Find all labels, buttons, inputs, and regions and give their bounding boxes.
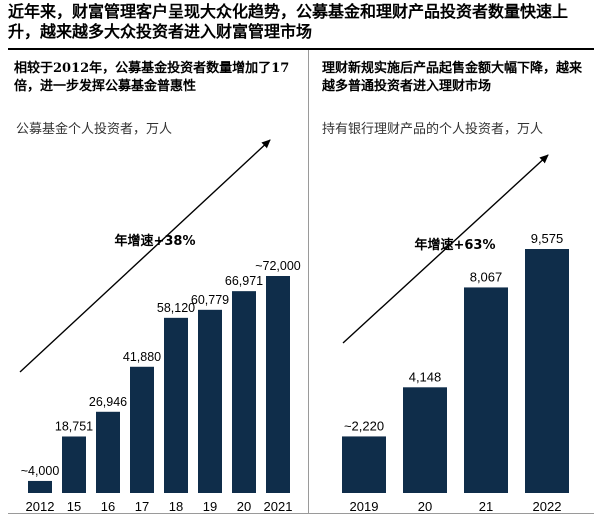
left-value-label-2012: ~4,000 [21, 464, 60, 478]
left-category-label-17: 17 [135, 499, 149, 514]
right-bar-20 [403, 387, 447, 493]
left-value-label-20: 66,971 [225, 274, 263, 288]
left-category-label-18: 18 [169, 499, 183, 514]
right-panel-unit-label: 持有银行理财产品的个人投资者，万人 [322, 122, 544, 137]
left-bar-2012 [28, 480, 52, 493]
right-category-label-21: 21 [479, 499, 493, 514]
left-bar-2021 [266, 276, 290, 493]
baseline-rule [8, 513, 594, 514]
left-growth-arrow [19, 139, 271, 373]
left-bar-16 [96, 411, 120, 493]
left-category-label-16: 16 [101, 499, 115, 514]
right-panel-title: 理财新规实施后产品起售金额大幅下降，越来越多普通投资者进入理财市场 [322, 61, 583, 94]
left-panel-title: 相较于2012年，公募基金投资者数量增加了17倍，进一步发挥公募基金普惠性 [14, 61, 290, 94]
right-category-label-20: 20 [418, 499, 432, 514]
left-bar-15 [62, 436, 86, 493]
panel-divider [308, 50, 309, 513]
right-category-label-2019: 2019 [350, 499, 379, 514]
left-value-label-18: 58,120 [157, 301, 195, 315]
page-headline: 近年来，财富管理客户呈现大众化趋势，公募基金和理财产品投资者数量快速上升，越来越… [8, 2, 569, 41]
left-panel-unit-label: 公募基金个人投资者，万人 [16, 122, 173, 137]
left-value-label-2021: ~72,000 [255, 259, 301, 273]
headline-divider [8, 48, 594, 50]
left-value-label-15: 18,751 [55, 419, 93, 433]
right-bar-21 [464, 287, 508, 493]
left-bar-17 [130, 366, 154, 493]
left-value-label-17: 41,880 [123, 350, 161, 364]
left-bar-20 [232, 291, 256, 493]
left-growth-annotation: 年增速+38% [114, 233, 195, 249]
right-value-label-2019: ~2,220 [344, 418, 384, 433]
left-bar-19 [198, 309, 222, 493]
right-bar-2019 [342, 436, 386, 493]
left-category-label-20: 20 [237, 499, 251, 514]
right-category-label-2022: 2022 [533, 499, 562, 514]
left-value-label-19: 60,779 [191, 293, 229, 307]
right-value-label-21: 8,067 [470, 269, 503, 284]
left-value-label-16: 26,946 [89, 395, 127, 409]
left-category-label-2012: 2012 [26, 499, 55, 514]
left-category-label-2021: 2021 [264, 499, 293, 514]
left-bar-18 [164, 317, 188, 493]
right-value-label-20: 4,148 [409, 369, 442, 384]
right-growth-arrow [342, 154, 549, 344]
right-bar-2022 [525, 249, 569, 493]
right-value-label-2022: 9,575 [531, 231, 564, 246]
left-category-label-15: 15 [67, 499, 81, 514]
right-growth-annotation: 年增速+63% [414, 237, 495, 253]
left-category-label-19: 19 [203, 499, 217, 514]
